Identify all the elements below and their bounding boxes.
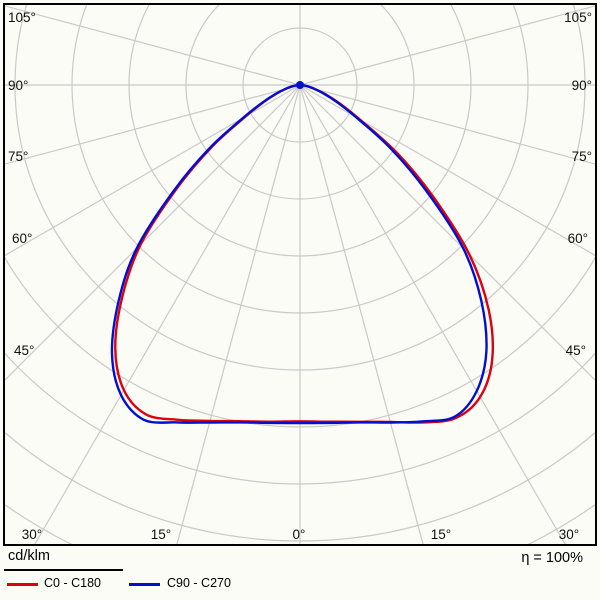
c0-c180-curve [114, 83, 495, 424]
angle-label-right: 90° [572, 78, 592, 93]
center-dot [296, 81, 304, 89]
grid-spoke [299, 84, 596, 165]
c90-c270-curve [110, 83, 488, 425]
grid-spoke [4, 84, 301, 165]
angle-label-bottom: 15° [151, 527, 171, 542]
angle-label-bottom: 30° [22, 527, 42, 542]
c0-c180-swatch [7, 583, 38, 586]
angle-label-left: 75° [8, 149, 28, 164]
angle-label-right: 75° [572, 149, 592, 164]
angle-label-left: 105° [8, 10, 36, 25]
angle-label-left: 60° [12, 231, 32, 246]
angle-label-left: 45° [14, 343, 34, 358]
angle-label-right: 45° [566, 343, 586, 358]
grid-spoke [299, 84, 567, 545]
angle-label-right: 105° [564, 10, 592, 25]
angle-label-right: 60° [568, 231, 588, 246]
efficiency-label: η = 100% [521, 550, 583, 566]
chart-border [3, 3, 597, 546]
grid-spoke [4, 84, 301, 257]
grid-spoke [176, 84, 301, 545]
grid-spoke [299, 84, 596, 257]
c90-c270-swatch [129, 583, 160, 586]
angle-label-bottom: 30° [559, 527, 579, 542]
angle-label-bottom: 15° [431, 527, 451, 542]
polar-chart: 105° 90° 75° 60° 45° 105° 90° 75° 60° 45° 30° 15° 0°… [3, 3, 597, 546]
grid-spoke [299, 84, 596, 382]
legend-entry-c90-c270: C90 - C270 [167, 576, 231, 590]
grid-spoke [299, 84, 424, 545]
grid-spoke [33, 84, 301, 545]
legend-entry-c0-c180: C0 - C180 [44, 576, 101, 590]
radial-unit-label: cd/klm [8, 548, 50, 564]
plot-area [4, 4, 596, 545]
legend-divider [4, 569, 123, 571]
angle-label-left: 90° [8, 78, 28, 93]
grid-spoke [299, 5, 596, 86]
grid-spoke [4, 5, 301, 86]
angle-label-bottom: 0° [293, 527, 306, 542]
grid-spoke [4, 84, 301, 382]
